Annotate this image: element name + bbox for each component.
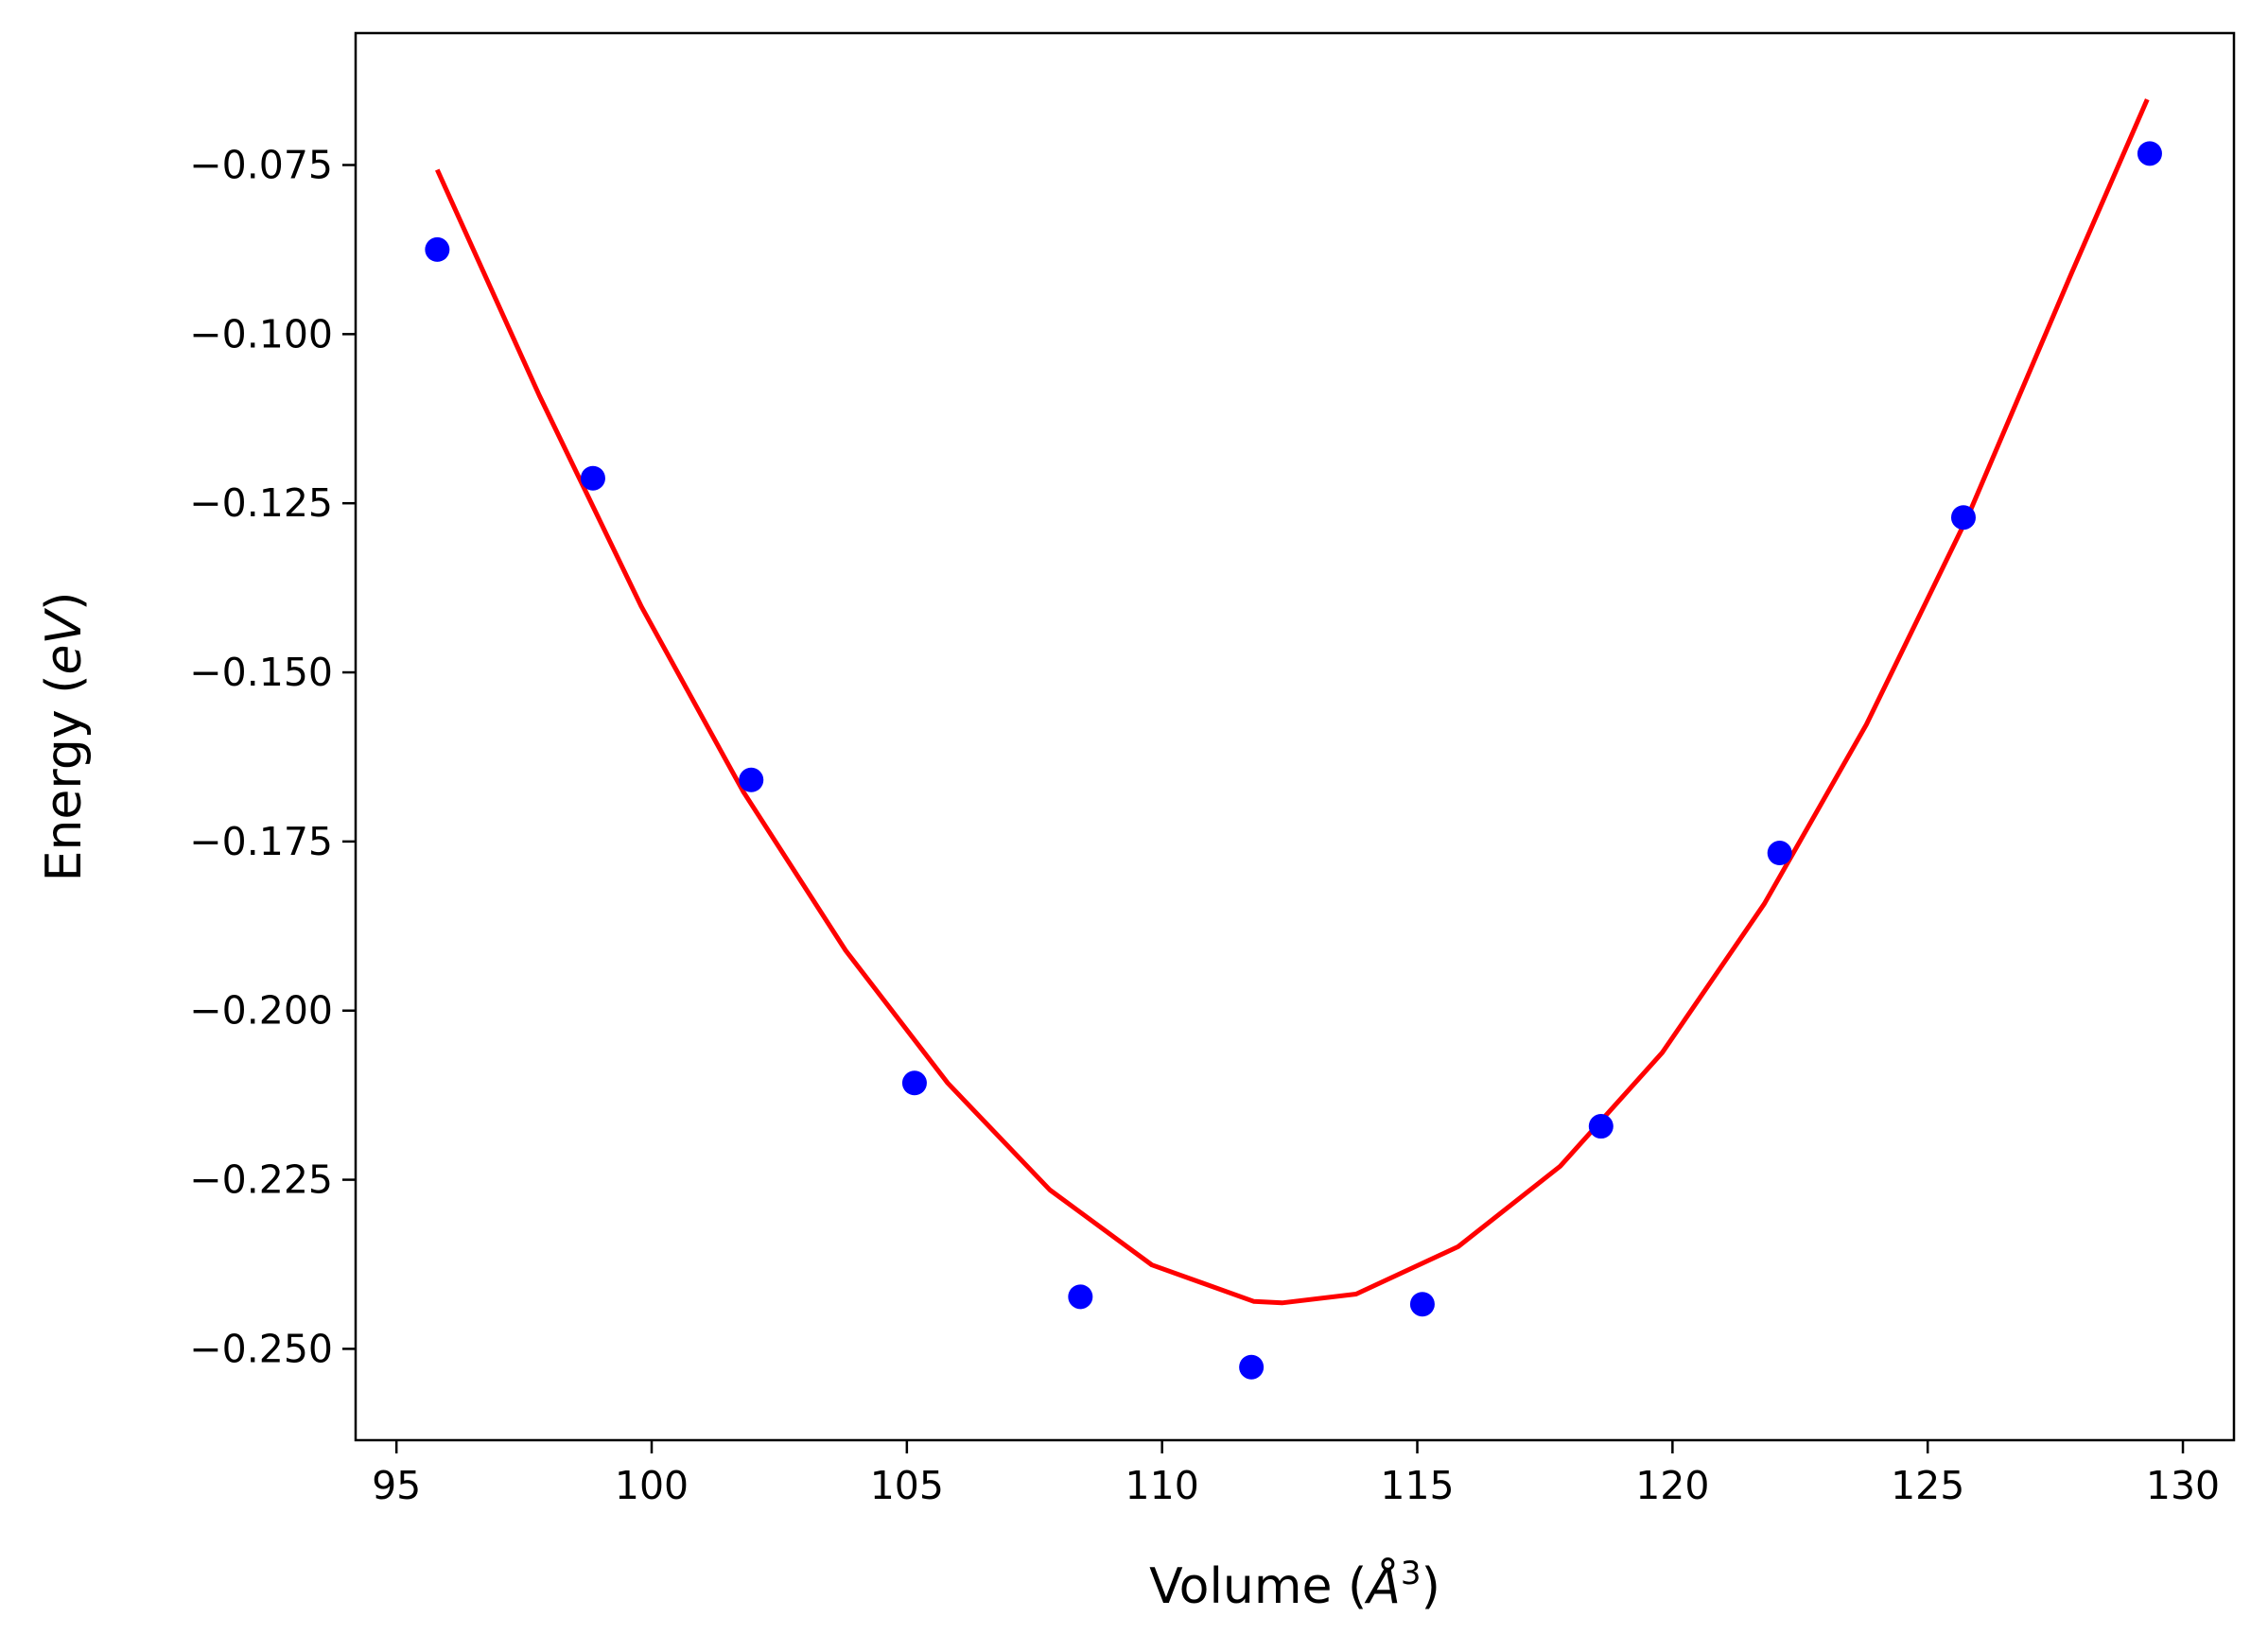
data-point bbox=[2137, 141, 2162, 166]
y-tick-label: −0.100 bbox=[189, 311, 333, 356]
x-axis-ticks: 95 100 105 110 115 120 125 130 bbox=[372, 1440, 2220, 1508]
y-tick-label: −0.075 bbox=[189, 143, 333, 188]
x-tick-label: 125 bbox=[1891, 1463, 1964, 1508]
data-point bbox=[580, 465, 605, 491]
fit-curve-line bbox=[435, 98, 2150, 1306]
data-point bbox=[1409, 1292, 1435, 1317]
data-point bbox=[425, 236, 450, 262]
x-tick-label: 105 bbox=[870, 1463, 944, 1508]
data-point bbox=[1068, 1284, 1093, 1310]
data-point bbox=[1588, 1114, 1614, 1139]
x-axis-label: Volume (Å3) bbox=[1149, 1555, 1440, 1615]
y-tick-label: −0.150 bbox=[189, 650, 333, 695]
series-layer bbox=[435, 98, 2150, 1306]
data-point bbox=[901, 1070, 927, 1096]
y-tick-label: −0.250 bbox=[189, 1326, 333, 1371]
data-point bbox=[1950, 505, 1976, 530]
y-tick-label: −0.175 bbox=[189, 819, 333, 864]
x-tick-label: 130 bbox=[2146, 1463, 2220, 1508]
points-layer bbox=[425, 141, 2162, 1380]
y-axis-ticks: −0.075 −0.100 −0.125 −0.150 −0.175 −0.200 −0.2… bbox=[189, 143, 356, 1371]
y-tick-label: −0.125 bbox=[189, 480, 333, 526]
data-point bbox=[1767, 841, 1792, 866]
x-tick-label: 100 bbox=[615, 1463, 689, 1508]
x-tick-label: 110 bbox=[1125, 1463, 1199, 1508]
y-tick-label: −0.200 bbox=[189, 988, 333, 1034]
x-tick-label: 95 bbox=[372, 1463, 421, 1508]
plot-frame bbox=[354, 31, 2236, 1442]
data-point bbox=[739, 767, 764, 792]
x-tick-label: 120 bbox=[1635, 1463, 1709, 1508]
data-point bbox=[1239, 1354, 1265, 1380]
x-tick-label: 115 bbox=[1380, 1463, 1454, 1508]
y-tick-label: −0.225 bbox=[189, 1157, 333, 1203]
y-axis-label: Energy (eV) bbox=[36, 592, 93, 882]
